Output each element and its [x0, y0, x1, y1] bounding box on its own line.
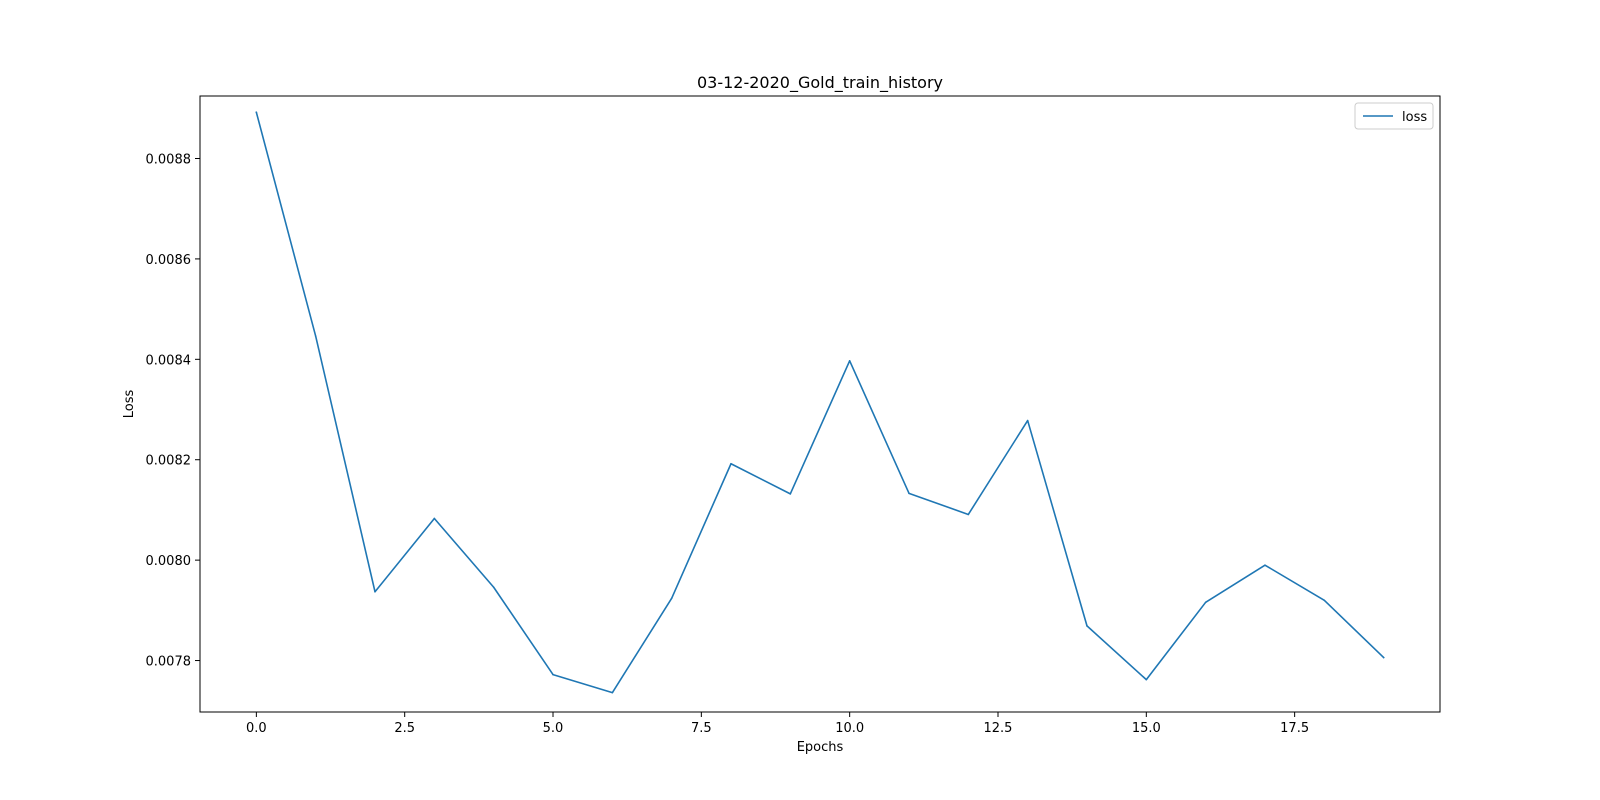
y-tick-label: 0.0082	[146, 454, 192, 469]
loss-data-point	[848, 360, 851, 362]
x-tick-label: 0.0	[246, 721, 267, 736]
y-tick-label: 0.0078	[146, 655, 192, 670]
x-tick-label: 15.0	[1132, 721, 1161, 736]
loss-data-point	[492, 586, 495, 589]
loss-data-point	[967, 513, 970, 516]
legend: loss	[1354, 102, 1434, 130]
loss-data-point	[1086, 625, 1088, 627]
x-tick-label: 17.5	[1280, 721, 1309, 736]
x-axis-label: Epochs	[797, 740, 844, 755]
loss-data-point	[1382, 656, 1385, 659]
x-tick-label: 2.5	[394, 721, 415, 736]
y-axis-ticks: 0.0078 0.0080 0.0082 0.0084 0.0086 0.0088	[146, 153, 200, 670]
loss-data-point	[908, 492, 910, 495]
loss-data-point	[255, 111, 258, 114]
loss-data-point	[670, 597, 673, 600]
y-tick-label: 0.0080	[146, 554, 192, 569]
loss-data-point	[314, 335, 317, 338]
x-tick-label: 5.0	[543, 721, 564, 736]
loss-data-point	[552, 673, 554, 676]
loss-data-point	[1264, 564, 1266, 566]
x-tick-label: 12.5	[984, 721, 1013, 736]
plot-area	[200, 96, 1440, 712]
y-tick-label: 0.0086	[146, 253, 192, 268]
y-axis-label: Loss	[122, 390, 137, 419]
loss-data-point	[789, 493, 792, 495]
plot-frame	[199, 95, 1441, 713]
loss-series-line	[255, 111, 1385, 694]
loss-data-point	[611, 691, 614, 694]
y-tick-label: 0.0088	[146, 153, 192, 168]
loss-data-point	[730, 462, 732, 465]
x-tick-label: 7.5	[691, 721, 712, 736]
loss-data-point	[1026, 419, 1029, 422]
loss-data-point	[374, 590, 376, 593]
y-tick-label: 0.0084	[146, 353, 192, 368]
loss-data-point	[1145, 678, 1148, 681]
loss-series-points	[255, 111, 1385, 694]
x-axis-ticks: 0.0 2.5 5.0 7.5 10.0 12.5 15.0 17.5	[246, 712, 1309, 736]
legend-box	[1354, 102, 1434, 130]
loss-data-point	[1323, 599, 1326, 602]
chart-title: 03-12-2020_Gold_train_history	[697, 73, 943, 93]
legend-label-loss: loss	[1402, 110, 1427, 125]
loss-data-point	[1204, 601, 1207, 604]
loss-data-point	[433, 517, 436, 520]
x-tick-label: 10.0	[835, 721, 864, 736]
